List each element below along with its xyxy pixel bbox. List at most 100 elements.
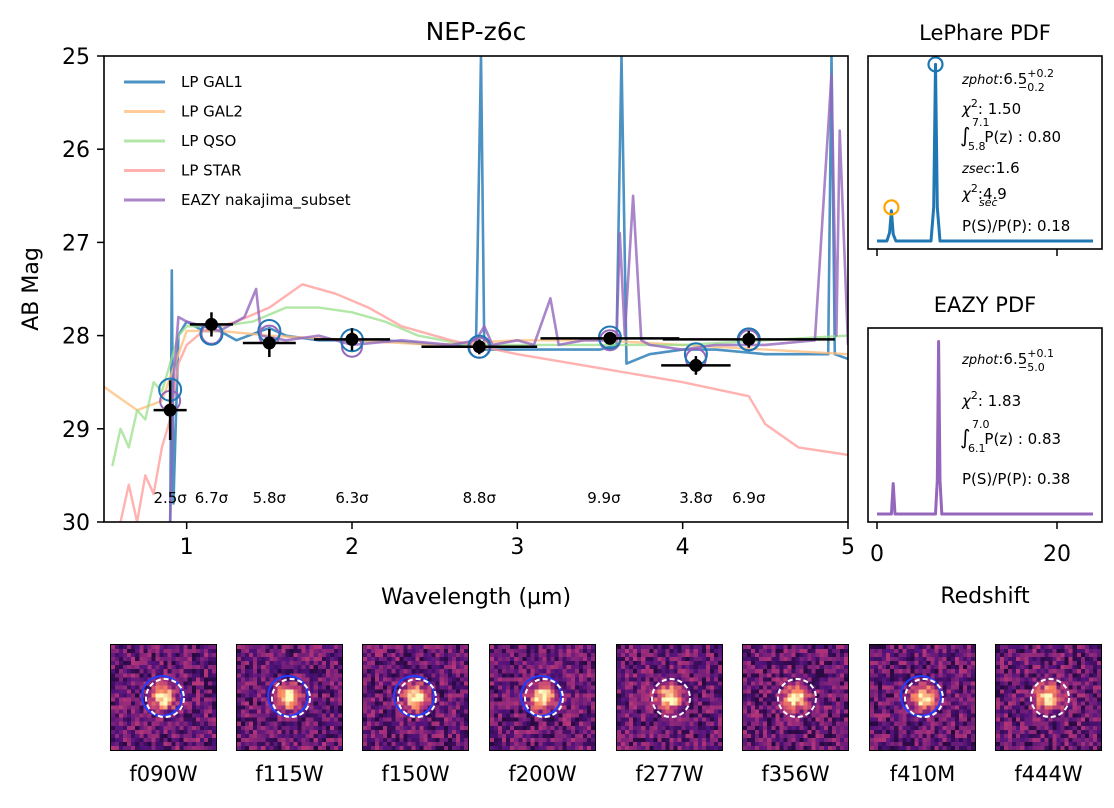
- legend-label: LP STAR: [181, 162, 241, 180]
- lp-zphot-value: :6.5: [998, 70, 1027, 88]
- figure: NEP-z6c 2.5σ 6.7σ 5.8σ 6.3σ 8.8σ 9.9σ 3.8σ 6.9σ…: [19, 17, 1103, 610]
- aperture-white: [524, 678, 564, 718]
- y-tick-label: 27: [62, 231, 90, 256]
- x-tick-label: 2: [345, 535, 359, 560]
- legend-label: LP QSO: [181, 132, 236, 150]
- photometry-point: [689, 358, 703, 372]
- pdf-marker: [883, 199, 900, 216]
- ez-zphot-low: −5.0: [1018, 361, 1045, 374]
- y-tick-label: 28: [62, 325, 90, 350]
- legend: LP GAL1 LP GAL2 LP QSO LP STAR EAZY nakajima…: [124, 73, 351, 210]
- main-xlabel: Wavelength (µm): [381, 585, 571, 610]
- photometry-point: [163, 403, 177, 417]
- aperture-white: [271, 678, 311, 718]
- cutout-image-f410M: [869, 644, 976, 751]
- svg-text:zsec:1.6: zsec:1.6: [961, 159, 1020, 177]
- x-tick-label: 3: [510, 535, 524, 560]
- aperture-white: [777, 678, 817, 718]
- lephare-title: LePhare PDF: [919, 21, 1051, 45]
- snr-label: 6.3σ: [335, 489, 369, 507]
- x-tick-label: 1: [180, 535, 194, 560]
- cutout-label: f356W: [761, 762, 830, 786]
- y-tick-label: 29: [62, 418, 90, 443]
- snr-label: 2.5σ: [153, 489, 187, 507]
- snr-label: 3.8σ: [679, 489, 713, 507]
- cutout-image-f277W: [616, 644, 723, 751]
- legend-label: LP GAL1: [181, 73, 243, 91]
- snr-labels: 2.5σ 6.7σ 5.8σ 6.3σ 8.8σ 9.9σ 3.8σ 6.9σ: [153, 489, 766, 507]
- pdf-line: [877, 340, 1093, 516]
- cutout-image-f444W: [995, 644, 1102, 751]
- series-line-0: [168, 56, 848, 522]
- ez-int-sign: ∫: [960, 425, 970, 449]
- ez-ps-pp: P(S)/P(P): 0.38: [962, 470, 1070, 488]
- svg-text:χ2: 1.83: χ2: 1.83: [961, 389, 1021, 410]
- snr-label: 5.8σ: [253, 489, 287, 507]
- lephare-annotations: zphot:6.5+0.2 −0.2 χ2: 1.50 ∫ P(z) : 0.80…: [960, 67, 1070, 235]
- photometry-point: [472, 340, 486, 354]
- photometry-point: [345, 332, 359, 346]
- cutout-label: f200W: [508, 762, 577, 786]
- photometry-points: [153, 312, 835, 440]
- snr-label: 6.7σ: [195, 489, 229, 507]
- lp-int-up: 7.1: [972, 116, 990, 129]
- eazy-x-tick-label: 20: [1043, 542, 1071, 567]
- lp-zphot-up: +0.2: [1027, 67, 1054, 80]
- ez-int-low: 6.1: [968, 442, 986, 455]
- cutout-image-f090W: [110, 644, 217, 751]
- eazy-pdf-curve: [877, 340, 1093, 516]
- lp-chi2-value: : 1.50: [978, 100, 1021, 118]
- legend-label: EAZY nakajima_subset: [181, 191, 351, 210]
- photometry-point: [262, 336, 276, 350]
- cutout-label: f115W: [255, 762, 324, 786]
- svg-text:zphot:6.5+0.2: zphot:6.5+0.2: [961, 67, 1054, 88]
- main-axes: 1 2 3 4 5 25 26 27 28 29 30: [62, 45, 855, 560]
- cutout-label: f150W: [381, 762, 450, 786]
- lp-chi2sec-label: χ: [961, 185, 972, 203]
- ez-chi2-value: : 1.83: [978, 392, 1021, 410]
- ez-zphot-value: :6.5: [998, 350, 1027, 368]
- series-line-4: [168, 73, 848, 522]
- ez-zphot-label: zphot: [961, 353, 999, 368]
- cutout-label: f277W: [635, 762, 704, 786]
- lp-zphot-low: −0.2: [1018, 81, 1045, 94]
- series-line-2: [111, 306, 848, 467]
- ez-int-text: P(z) : 0.83: [984, 430, 1061, 448]
- main-title: NEP-z6c: [426, 17, 527, 46]
- ez-chi2-label: χ: [961, 392, 972, 410]
- ez-int-up: 7.0: [972, 418, 990, 431]
- eazy-ticks: 0 20: [870, 522, 1071, 567]
- cutout-label: f090W: [129, 762, 198, 786]
- lephare-pdf-curve: [877, 56, 1093, 243]
- cutout-image-f115W: [236, 644, 343, 751]
- lp-int-sign: ∫: [960, 123, 970, 147]
- svg-text:zphot:6.5+0.1: zphot:6.5+0.1: [961, 347, 1054, 368]
- eazy-plot-frame: [867, 327, 1103, 523]
- snr-label: 9.9σ: [587, 489, 621, 507]
- photometry-point: [204, 317, 218, 331]
- aperture-white: [397, 678, 437, 718]
- x-tick-label: 4: [676, 535, 690, 560]
- photometry-point: [742, 332, 756, 346]
- eazy-x-tick-label: 0: [870, 542, 884, 567]
- svg-text:∫P(z) : 0.83: ∫ P(z) : 0.83: [960, 425, 1061, 449]
- photometry-point: [603, 331, 617, 345]
- snr-label: 8.8σ: [463, 489, 497, 507]
- snr-label: 6.9σ: [732, 489, 766, 507]
- lp-zphot-label: zphot: [961, 73, 999, 88]
- svg-text:χ2:4.9: χ2:4.9: [961, 182, 1007, 203]
- lp-ps-pp: P(S)/P(P): 0.18: [962, 217, 1070, 235]
- aperture-white: [904, 678, 944, 718]
- aperture-white: [145, 678, 185, 718]
- eazy-xlabel: Redshift: [940, 584, 1030, 609]
- y-tick-label: 26: [62, 138, 90, 163]
- series-line-3: [119, 283, 848, 522]
- lp-chi2-label: χ: [961, 100, 972, 118]
- cutout-label: f444W: [1014, 762, 1083, 786]
- main-ylabel: AB Mag: [19, 247, 44, 331]
- aperture-white: [651, 678, 691, 718]
- eazy-annotations: zphot:6.5+0.1 −5.0 χ2: 1.83 ∫ P(z) : 0.83…: [960, 347, 1070, 488]
- aperture-white: [1030, 678, 1070, 718]
- lp-int-low: 5.8: [968, 140, 986, 153]
- lp-chi2sec-value: :4.9: [978, 185, 1007, 203]
